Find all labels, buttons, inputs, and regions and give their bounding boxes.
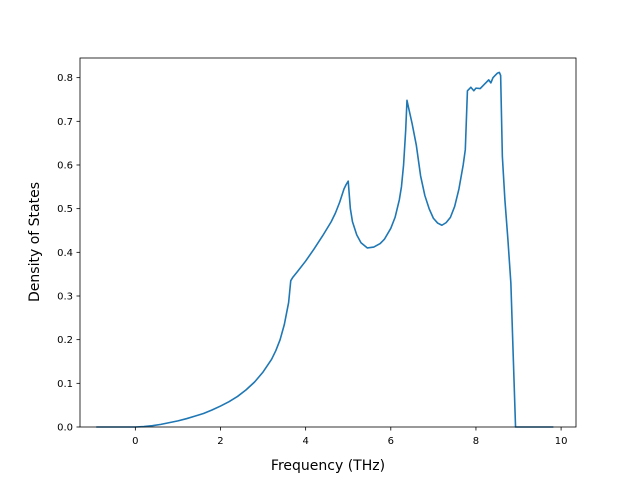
y-tick-label: 0.1 [57,379,73,390]
y-axis-label: Density of States [27,182,43,302]
y-tick-label: 0.6 [57,160,73,171]
y-tick-label: 0.2 [57,335,73,346]
x-tick-label: 8 [473,436,479,447]
y-tick-label: 0.4 [57,248,73,259]
x-tick-label: 4 [302,436,308,447]
plot-area [79,57,577,428]
x-tick-label: 10 [555,436,568,447]
y-tick-label: 0.8 [57,73,73,84]
x-tick-label: 6 [388,436,394,447]
y-tick-label: 0.3 [57,291,73,302]
plot-frame [79,57,577,428]
y-axis-ticks: 0.0 0.1 0.2 0.3 0.4 0.5 0.6 0.7 0.8 [57,73,80,434]
x-tick-label: 0 [132,436,138,447]
x-axis-ticks: 0 2 4 6 8 10 [132,427,567,447]
y-tick-label: 0.7 [57,117,73,128]
y-tick-label: 0.5 [57,204,73,215]
y-tick-label: 0.0 [57,423,73,434]
x-axis-label: Frequency (THz) [271,458,385,474]
x-tick-label: 2 [217,436,223,447]
dos-series-line-0 [96,71,554,428]
